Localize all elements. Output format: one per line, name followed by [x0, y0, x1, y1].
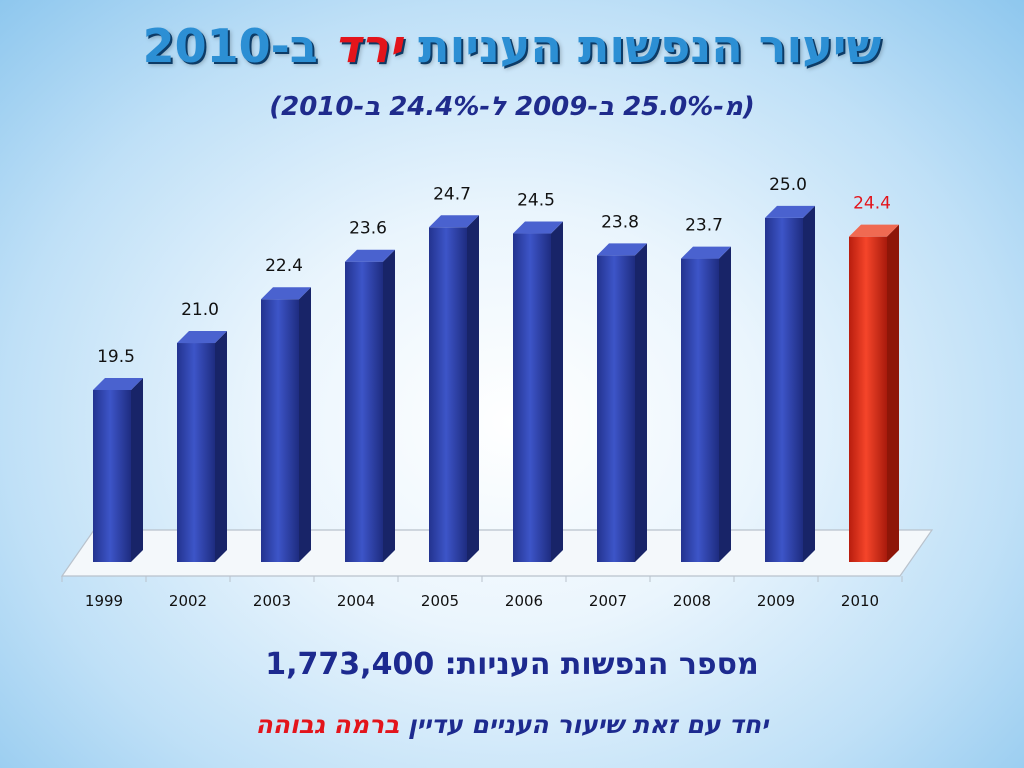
tick-label-2008: 2008: [673, 592, 711, 610]
value-label-2010: 24.4: [853, 194, 891, 214]
chart-title: שיעור הנפשות העניות ירד ב-2010: [0, 18, 1024, 74]
value-label-1999: 19.5: [97, 347, 135, 367]
bar-top: [849, 224, 899, 237]
bar-2003: [261, 287, 311, 562]
x-axis: 1999 2002 2003 2004 2005 2006 2007 2008 2009 2010: [61, 576, 903, 610]
bar-front: [261, 299, 299, 562]
tick-label-2002: 2002: [169, 592, 207, 610]
tick-label-1999: 1999: [85, 592, 123, 610]
value-label-2009: 25.0: [769, 175, 807, 195]
bar-side: [887, 224, 899, 562]
bar-2005: [429, 215, 479, 563]
value-label-2006: 24.5: [517, 191, 555, 211]
title-accent: ירד: [333, 19, 403, 73]
bar-2006: [513, 221, 563, 563]
bar-side: [299, 287, 311, 562]
bar-front: [597, 255, 635, 562]
bar-side: [467, 215, 479, 563]
poor-count: מספר הנפשות העניות: 1,773,400: [0, 645, 1024, 685]
bar-top: [345, 249, 395, 262]
value-label-2003: 22.4: [265, 256, 303, 276]
bar-top: [765, 205, 815, 218]
bar-top: [177, 331, 227, 344]
title-tail: ב-2010: [142, 19, 318, 73]
bar-2004: [345, 249, 395, 562]
bar-front: [93, 389, 131, 562]
bar-front: [765, 217, 803, 562]
bar-top: [681, 246, 731, 259]
bar-side: [719, 246, 731, 563]
bar-side: [803, 205, 815, 562]
bars-group: 19.5 21.0 22.4 23.6 24.7 24.5 23.8 23.7 25.0 24.4: [93, 175, 899, 563]
bar-front: [849, 236, 887, 562]
value-label-2007: 23.8: [601, 212, 639, 232]
footnote-part1: יחד עם זאת שיעור העניים עדיין: [407, 710, 769, 739]
bar-top: [513, 221, 563, 234]
bar-chart: 19.5 21.0 22.4 23.6 24.7 24.5 23.8 23.7 25.0 24.4…: [60, 175, 934, 610]
bar-side: [131, 377, 143, 562]
bar-top: [597, 243, 647, 256]
bar-front: [177, 343, 215, 562]
bar-2008: [681, 246, 731, 563]
bar-1999: [93, 377, 143, 562]
tick-label-2004: 2004: [337, 592, 375, 610]
bar-front: [513, 233, 551, 563]
bar-side: [635, 243, 647, 562]
bar-front: [681, 258, 719, 562]
footnote-part2: ברמה גבוהה: [255, 710, 400, 739]
value-label-2002: 21.0: [181, 300, 219, 320]
poor-count-label: מספר הנפשות העניות:: [444, 647, 759, 682]
bar-top: [93, 377, 143, 390]
tick-label-2005: 2005: [421, 592, 459, 610]
bar-side: [215, 331, 227, 562]
poor-count-value: 1,773,400: [265, 647, 435, 682]
tick-label-2003: 2003: [253, 592, 291, 610]
footnote: יחד עם זאת שיעור העניים עדיין ברמה גבוהה: [0, 708, 1024, 742]
bar-front: [345, 261, 383, 562]
title-main: שיעור הנפשות העניות: [418, 19, 882, 73]
bar-side: [383, 249, 395, 562]
tick-label-2010: 2010: [841, 592, 879, 610]
chart-subtitle: (מ-25.0% ב-2009 ל-24.4% ב-2010): [269, 92, 755, 122]
value-label-2008: 23.7: [685, 216, 723, 236]
bar-2009: [765, 205, 815, 562]
bar-2010: [849, 224, 899, 562]
bar-front: [429, 227, 467, 563]
tick-label-2006: 2006: [505, 592, 543, 610]
tick-label-2007: 2007: [589, 592, 627, 610]
bar-top: [261, 287, 311, 300]
bar-2002: [177, 331, 227, 562]
tick-label-2009: 2009: [757, 592, 795, 610]
bar-side: [551, 221, 563, 563]
bar-2007: [597, 243, 647, 562]
bar-top: [429, 215, 479, 228]
value-label-2005: 24.7: [433, 184, 471, 204]
value-label-2004: 23.6: [349, 219, 387, 239]
